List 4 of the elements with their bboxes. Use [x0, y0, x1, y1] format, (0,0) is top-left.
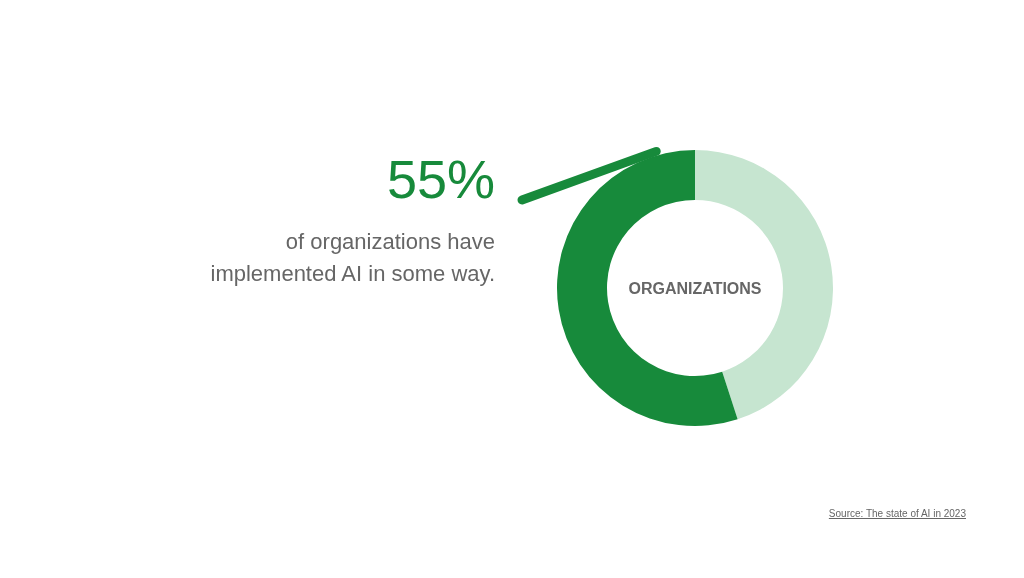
data-label: 55%: [386, 149, 495, 209]
source-note: Source: The state of AI in 2023: [828, 508, 967, 519]
text: ORGANIZATIONS: [628, 280, 762, 297]
text: of organizations have implemented AI in some way.: [210, 229, 495, 286]
